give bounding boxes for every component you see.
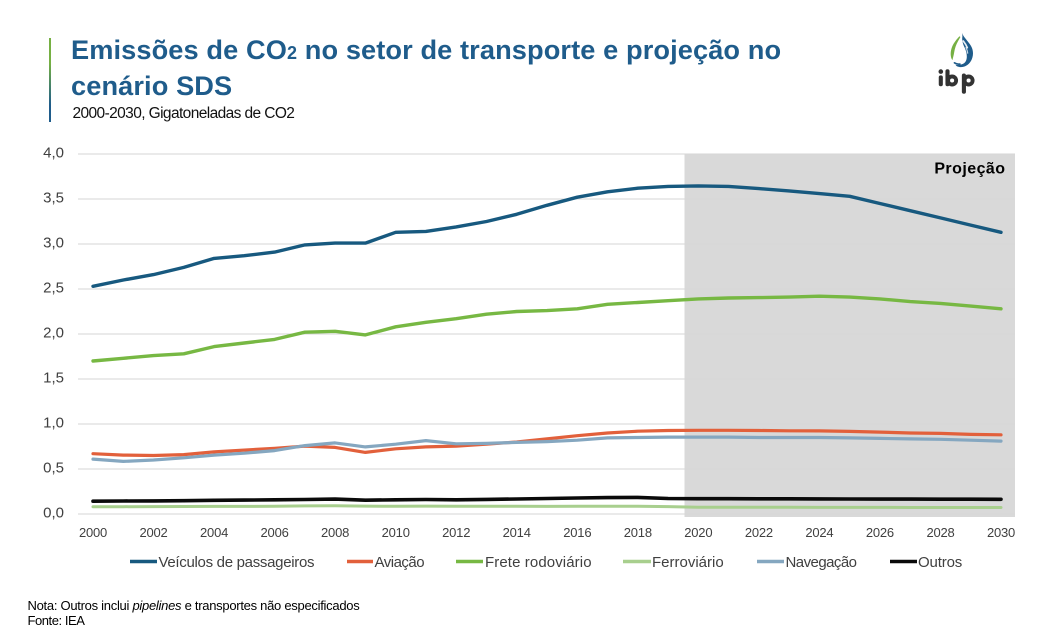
svg-text:2012: 2012 bbox=[442, 525, 470, 540]
svg-text:3,5: 3,5 bbox=[43, 189, 64, 206]
svg-text:Ferroviário: Ferroviário bbox=[652, 554, 724, 571]
svg-text:0,5: 0,5 bbox=[43, 459, 64, 476]
svg-text:Projeção: Projeção bbox=[934, 161, 1005, 178]
svg-text:2022: 2022 bbox=[745, 525, 773, 540]
svg-text:Aviação: Aviação bbox=[375, 554, 425, 571]
svg-text:Veículos de passageiros: Veículos de passageiros bbox=[159, 554, 315, 571]
svg-text:4,0: 4,0 bbox=[43, 144, 64, 161]
svg-text:2000: 2000 bbox=[79, 525, 107, 540]
svg-text:2016: 2016 bbox=[563, 525, 591, 540]
svg-text:2028: 2028 bbox=[926, 525, 954, 540]
svg-text:3,0: 3,0 bbox=[43, 234, 64, 251]
svg-text:2004: 2004 bbox=[200, 525, 228, 540]
svg-text:2020: 2020 bbox=[684, 525, 712, 540]
svg-text:0,0: 0,0 bbox=[43, 504, 64, 521]
svg-text:1,5: 1,5 bbox=[43, 369, 64, 386]
svg-text:2030: 2030 bbox=[987, 525, 1015, 540]
svg-text:Navegação: Navegação bbox=[786, 554, 857, 571]
svg-text:2002: 2002 bbox=[139, 525, 167, 540]
svg-text:2014: 2014 bbox=[503, 525, 531, 540]
svg-text:2008: 2008 bbox=[321, 525, 349, 540]
svg-text:2,5: 2,5 bbox=[43, 279, 64, 296]
svg-text:2026: 2026 bbox=[866, 525, 894, 540]
svg-text:2010: 2010 bbox=[382, 525, 410, 540]
svg-text:1,0: 1,0 bbox=[43, 414, 64, 431]
svg-text:Outros: Outros bbox=[918, 554, 962, 571]
svg-text:2,0: 2,0 bbox=[43, 324, 64, 341]
svg-text:2018: 2018 bbox=[624, 525, 652, 540]
svg-text:Frete rodoviário: Frete rodoviário bbox=[485, 554, 592, 571]
svg-text:2006: 2006 bbox=[261, 525, 289, 540]
svg-text:2024: 2024 bbox=[805, 525, 833, 540]
